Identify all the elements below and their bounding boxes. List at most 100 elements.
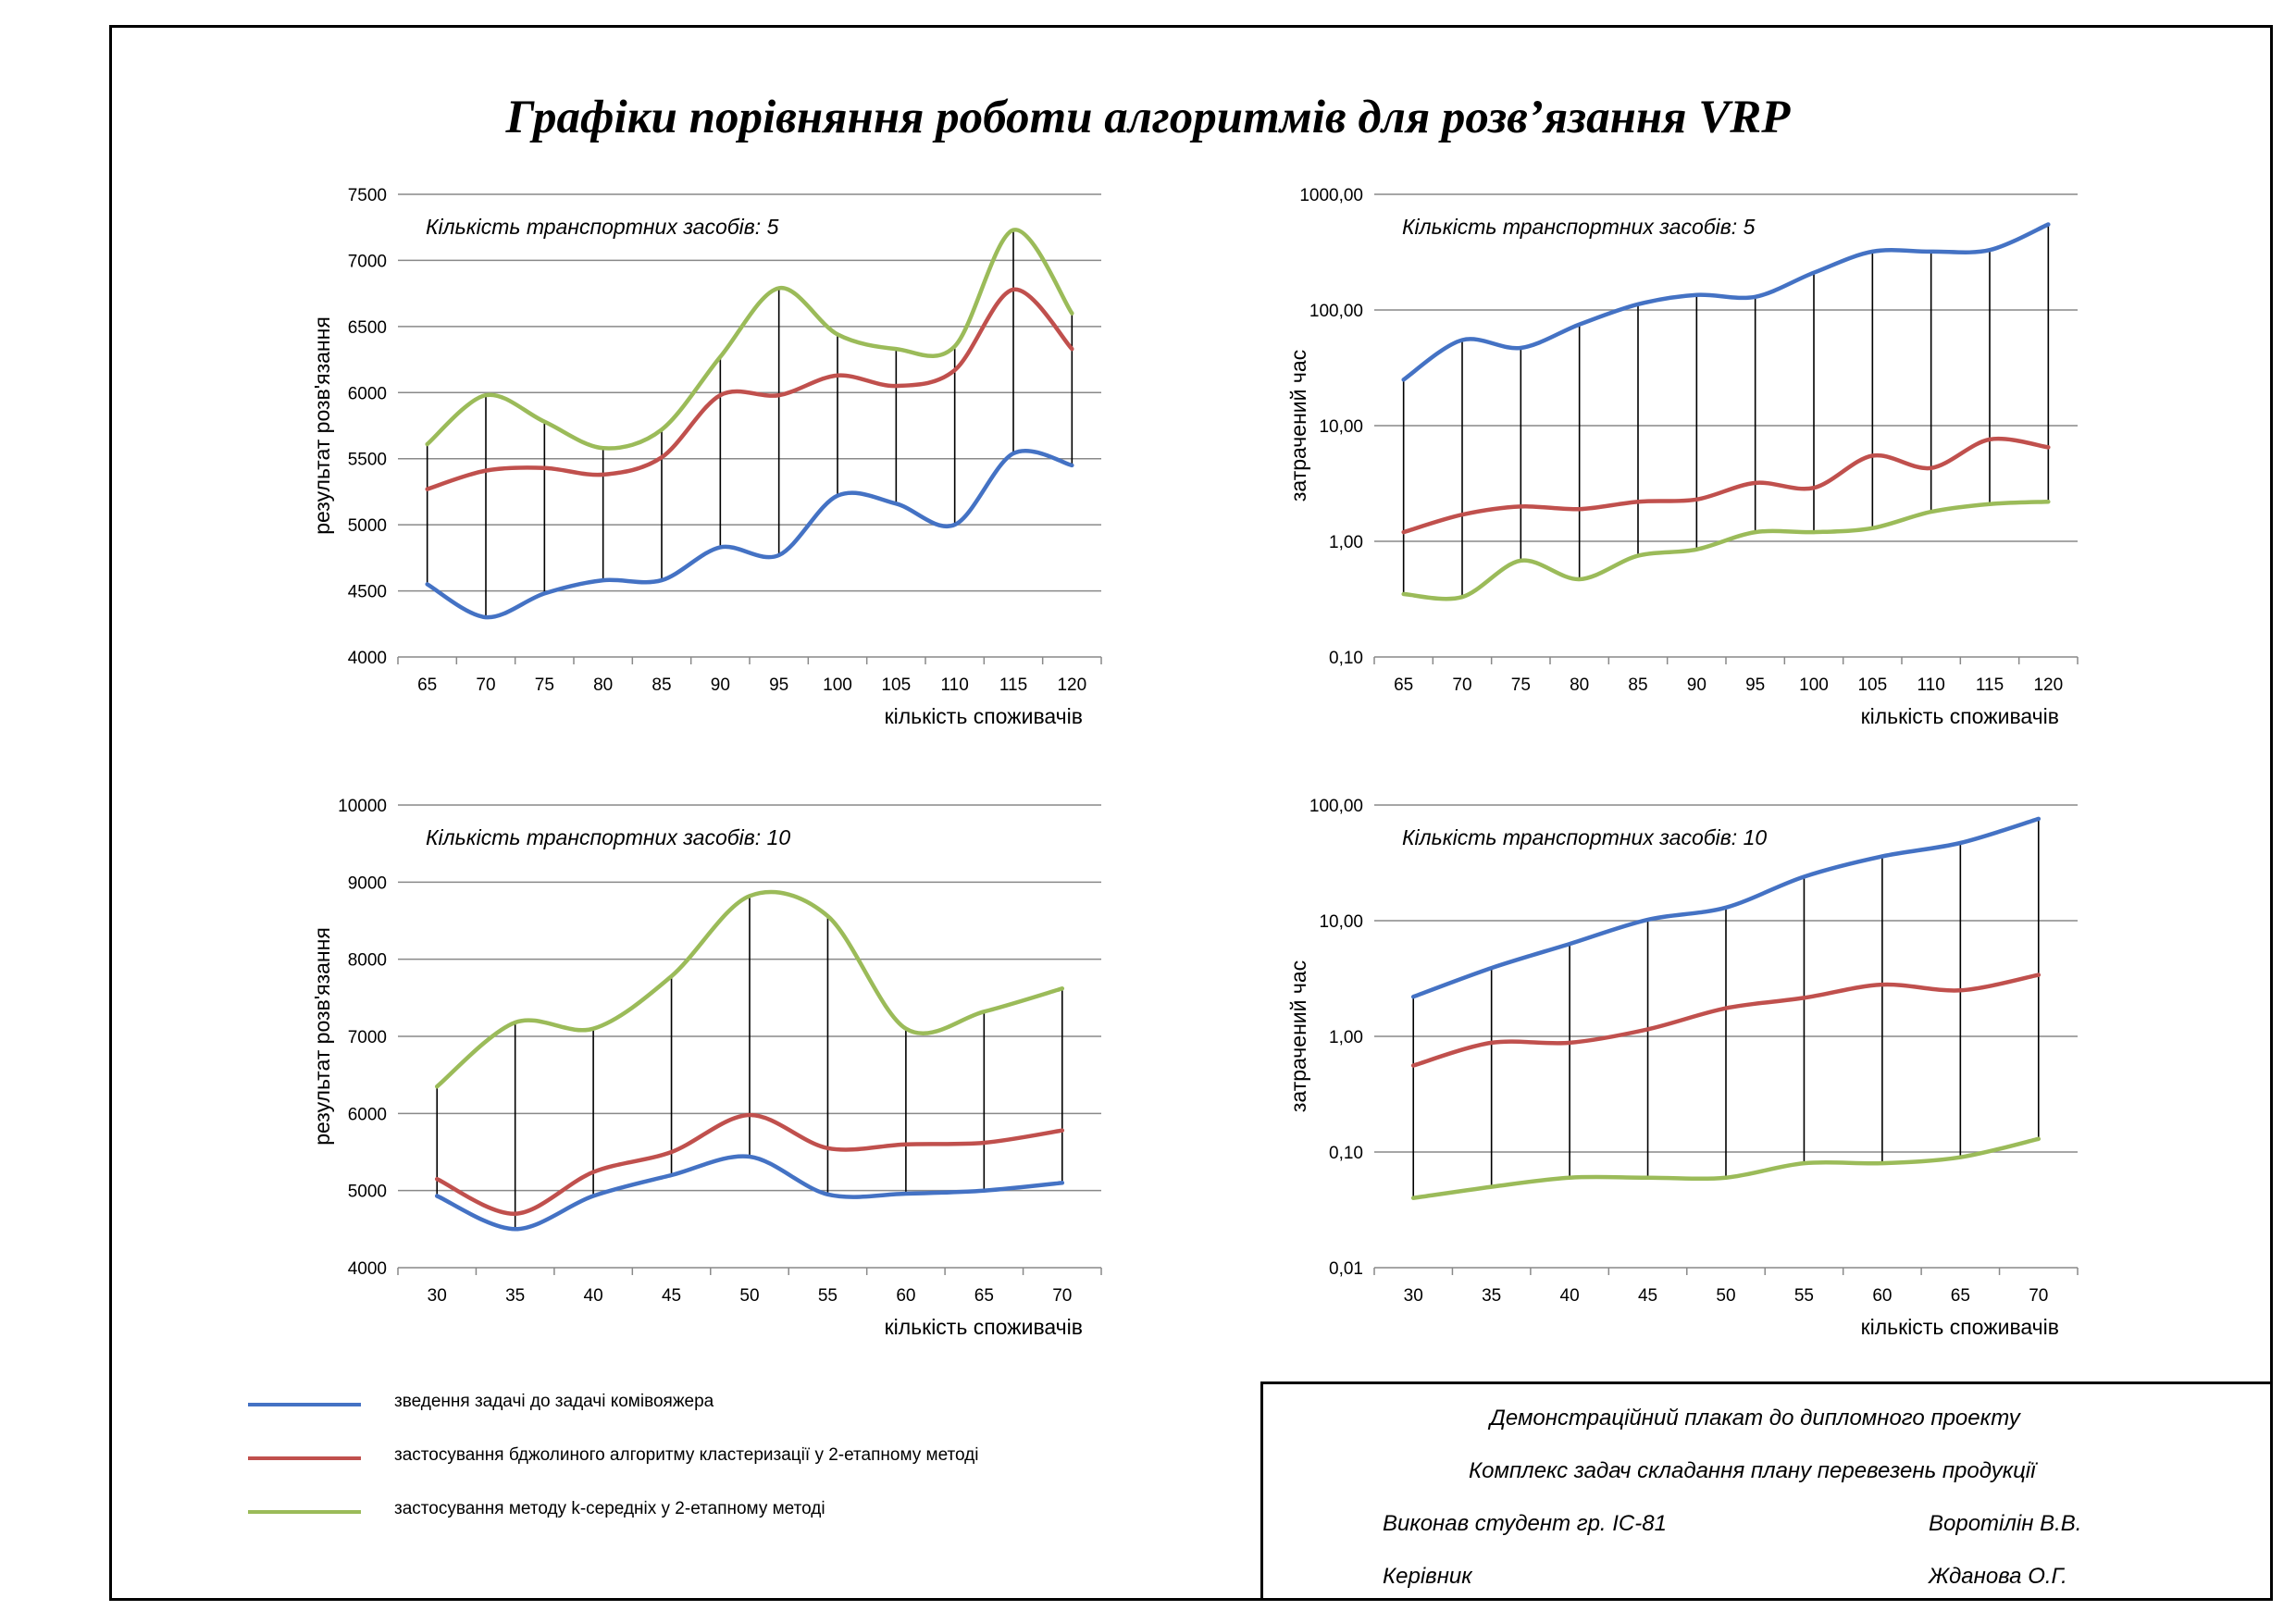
legend-swatch: [248, 1456, 361, 1460]
x-tick-label: 70: [476, 675, 495, 695]
y-tick-label: 10000: [338, 797, 387, 816]
poster-frame: [109, 25, 2273, 1601]
y-tick-label: 1,00: [1329, 533, 1363, 552]
x-axis-title: кількість споживачів: [1861, 1315, 2059, 1339]
x-tick-label: 50: [1716, 1286, 1735, 1306]
legend-label: зведення задачі до задачі комівояжера: [394, 1392, 714, 1411]
legend-item-tsp: зведення задачі до задачі комівояжера: [248, 1386, 1173, 1423]
supervisor-label: Керівник: [1383, 1564, 1472, 1589]
x-tick-label: 55: [818, 1286, 838, 1306]
x-tick-label: 105: [1857, 675, 1887, 695]
x-tick-label: 100: [1799, 675, 1829, 695]
x-tick-label: 80: [1570, 675, 1589, 695]
y-tick-label: 10,00: [1319, 912, 1363, 932]
y-tick-label: 100,00: [1309, 797, 1363, 816]
y-tick-label: 10,00: [1319, 417, 1363, 437]
chart-results-5-vehicles: 4000 4500 5000 5500 6000 6500 7000 7500 65 70 75 80…: [310, 186, 1102, 728]
poster-title: Графіки порівняння роботи алгоритмів для…: [505, 92, 1791, 143]
y-tick-label: 1000,00: [1299, 186, 1363, 205]
x-tick-label: 60: [896, 1286, 915, 1306]
x-tick-label: 90: [1687, 675, 1706, 695]
x-tick-label: 120: [2033, 675, 2063, 695]
supervisor-name: Жданова О.Г.: [1929, 1564, 2067, 1589]
series-tsp-line: [1410, 816, 2042, 999]
y-tick-label: 6000: [348, 1105, 387, 1124]
y-axis-title: результат розв'язання: [310, 316, 334, 535]
x-tick-label: 65: [417, 675, 437, 695]
x-tick-label: 70: [1052, 1286, 1072, 1306]
x-tick-label: 115: [999, 675, 1027, 695]
x-tick-label: 105: [881, 675, 911, 695]
y-tick-label: 5000: [348, 1183, 387, 1202]
series-tsp-line: [425, 448, 1074, 620]
x-tick-label: 120: [1057, 675, 1086, 695]
series-bee-line: [1410, 973, 2042, 1068]
x-tick-label: 45: [662, 1286, 681, 1306]
x-tick-label: 60: [1872, 1286, 1892, 1306]
x-tick-label: 40: [584, 1286, 603, 1306]
series-kmeans-line: [434, 889, 1065, 1089]
x-tick-label: 85: [1628, 675, 1647, 695]
x-axis-title: кількість споживачів: [885, 704, 1083, 728]
legend-swatch: [248, 1403, 361, 1406]
chart-annotation: Кількість транспортних засобів: 5: [426, 215, 779, 239]
x-tick-label: 30: [428, 1286, 447, 1306]
y-tick-label: 0,10: [1329, 1144, 1363, 1163]
legend-item-bee: застосування бджолиного алгоритму класте…: [248, 1440, 1173, 1477]
legend-label: застосування бджолиного алгоритму класте…: [394, 1445, 979, 1465]
stamp-line-2: Комплекс задач складання плану перевезен…: [1469, 1458, 2036, 1483]
x-tick-label: 30: [1404, 1286, 1423, 1306]
y-tick-label: 0,10: [1329, 649, 1363, 668]
x-tick-label: 40: [1560, 1286, 1580, 1306]
series-tsp-line: [434, 1154, 1065, 1232]
y-tick-label: 4000: [348, 1259, 387, 1279]
x-tick-label: 100: [823, 675, 852, 695]
y-tick-label: 7500: [348, 186, 387, 205]
series-tsp-line: [1401, 222, 2051, 382]
y-tick-label: 0,01: [1329, 1259, 1363, 1279]
legend-item-kmeans: застосування методу k-середніх у 2-етапн…: [248, 1493, 1173, 1530]
x-tick-label: 35: [505, 1286, 525, 1306]
chart-time-5-vehicles: 0,10 1,00 10,00 100,00 1000,00 65 70 75 80 85 90 95…: [1286, 186, 2079, 728]
legend-label: застосування методу k-середніх у 2-етапн…: [394, 1499, 825, 1518]
y-tick-label: 9000: [348, 873, 387, 893]
chart-results-10-vehicles: 4000 5000 6000 7000 8000 9000 10000 30 35 40 45 50 5…: [310, 797, 1102, 1339]
series-bee-line: [1401, 436, 2051, 535]
title-block: Демонстраційний плакат до дипломного про…: [1260, 1381, 2273, 1601]
x-tick-label: 75: [535, 675, 554, 695]
series-bee-line: [434, 1112, 1065, 1216]
series-kmeans-line: [1410, 1136, 2042, 1200]
y-tick-label: 8000: [348, 951, 387, 971]
x-tick-label: 65: [1951, 1286, 1970, 1306]
x-tick-label: 35: [1482, 1286, 1501, 1306]
chart-annotation: Кількість транспортних засобів: 10: [1402, 825, 1767, 849]
chart-annotation: Кількість транспортних засобів: 10: [426, 825, 790, 849]
y-tick-label: 6000: [348, 384, 387, 403]
performed-by-name: Воротілін В.В.: [1929, 1511, 2082, 1536]
legend-swatch: [248, 1510, 361, 1514]
x-tick-label: 80: [593, 675, 613, 695]
chart-annotation: Кількість транспортних засобів: 5: [1402, 215, 1756, 239]
y-tick-label: 5000: [348, 516, 387, 536]
x-axis-title: кількість споживачів: [885, 1315, 1083, 1339]
series-kmeans-line: [1401, 499, 2051, 601]
series-bee-line: [425, 287, 1074, 491]
x-tick-label: 85: [652, 675, 671, 695]
x-tick-label: 45: [1638, 1286, 1657, 1306]
y-axis-title: результат розв'язання: [310, 927, 334, 1146]
x-tick-label: 65: [1394, 675, 1413, 695]
y-tick-label: 7000: [348, 1028, 387, 1047]
stamp-line-1: Демонстраційний плакат до дипломного про…: [1490, 1406, 2020, 1431]
y-axis-title: затрачений час: [1286, 350, 1310, 502]
x-tick-label: 75: [1511, 675, 1531, 695]
y-axis-title: затрачений час: [1286, 960, 1310, 1112]
x-axis-title: кількість споживачів: [1861, 704, 2059, 728]
x-tick-label: 110: [941, 675, 969, 695]
x-tick-label: 65: [974, 1286, 994, 1306]
x-tick-label: 50: [739, 1286, 759, 1306]
performed-by-label: Виконав студент гр. ІС-81: [1383, 1511, 1667, 1536]
x-tick-label: 90: [711, 675, 730, 695]
series-kmeans-line: [425, 228, 1074, 451]
y-tick-label: 100,00: [1309, 302, 1363, 321]
y-tick-label: 1,00: [1329, 1028, 1363, 1047]
